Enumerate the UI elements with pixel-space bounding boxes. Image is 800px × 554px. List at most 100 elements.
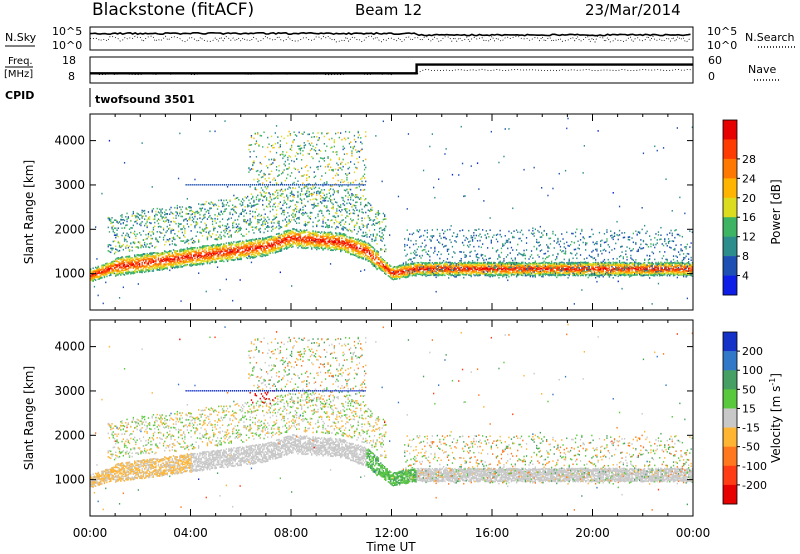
power-cell: [165, 241, 167, 243]
power-cell: [155, 210, 157, 213]
power-cell: [151, 257, 153, 260]
power-cell: [123, 259, 126, 261]
power-cell: [372, 235, 374, 237]
power-cell: [343, 248, 346, 250]
power-cell: [387, 270, 389, 272]
power-cell: [274, 197, 276, 199]
power-cell: [240, 243, 242, 246]
power-cell: [233, 252, 235, 254]
power-cell: [395, 273, 397, 275]
power-cell: [338, 238, 340, 241]
power-cell: [111, 272, 113, 274]
power-cell: [179, 260, 181, 262]
power-cell: [309, 232, 312, 234]
power-cell: [242, 210, 244, 213]
power-cell: [125, 224, 127, 227]
power-cell: [110, 264, 112, 267]
power-cell: [347, 215, 349, 218]
power-cell: [167, 239, 170, 241]
power-cell: [270, 243, 273, 245]
power-cell: [238, 247, 240, 249]
power-cell: [131, 260, 133, 262]
power-cell: [152, 264, 155, 266]
power-cell: [314, 205, 317, 207]
power-cell: [352, 204, 354, 206]
power-cell: [159, 236, 161, 238]
power-cell: [365, 247, 367, 250]
power-cell: [293, 241, 295, 244]
power-cell: [204, 246, 206, 249]
power-cell: [213, 256, 215, 258]
power-cell: [201, 260, 204, 262]
power-cell: [280, 250, 283, 252]
power-cell: [188, 225, 190, 228]
power-cell: [141, 221, 143, 223]
power-cell: [347, 251, 349, 253]
power-cell: [324, 222, 327, 224]
power-cell: [165, 263, 167, 266]
power-cell: [337, 248, 339, 251]
power-cell: [155, 237, 157, 239]
power-cell: [287, 198, 289, 200]
power-cell: [230, 236, 232, 238]
power-cell: [218, 225, 220, 227]
power-cell: [355, 243, 357, 245]
power-cell: [240, 247, 242, 249]
power-cell: [105, 270, 107, 272]
power-cell: [189, 216, 191, 219]
power-cell: [327, 247, 329, 250]
power-cell: [130, 265, 132, 268]
power-cell: [258, 242, 260, 244]
power-cell: [324, 241, 327, 244]
power-cell: [223, 205, 225, 207]
power-cell: [328, 244, 330, 247]
power-cell: [175, 244, 177, 246]
power-cell: [338, 232, 340, 234]
power-cell: [323, 235, 325, 238]
power-cell: [93, 275, 96, 277]
power-cell: [356, 243, 358, 246]
power-cell: [195, 264, 197, 266]
power-cell: [115, 273, 117, 275]
power-cell: [141, 255, 143, 258]
power-cell: [319, 198, 322, 200]
power-cell: [209, 258, 211, 261]
power-cell: [378, 265, 381, 268]
power-cell: [365, 259, 367, 261]
power-cell: [233, 221, 235, 224]
power-cell: [348, 240, 351, 242]
power-cell: [243, 243, 245, 246]
power-cell: [237, 241, 239, 243]
power-cell: [347, 198, 349, 201]
power-cell: [191, 216, 194, 219]
power-cell: [291, 233, 293, 235]
power-cell: [350, 229, 352, 232]
power-cell: [237, 256, 239, 258]
power-cell: [260, 249, 263, 252]
power-cell: [101, 277, 103, 279]
power-cell: [193, 259, 195, 261]
power-cell: [292, 199, 294, 202]
power-cell: [262, 242, 264, 245]
power-cell: [121, 216, 123, 218]
power-cell: [154, 252, 156, 254]
power-cell: [392, 275, 395, 277]
power-cell: [381, 266, 383, 269]
power-cell: [387, 266, 389, 269]
power-cell: [176, 235, 178, 237]
power-cell: [130, 259, 132, 262]
power-cell: [147, 216, 150, 219]
power-cell: [126, 268, 128, 271]
power-cell: [179, 223, 181, 225]
power-cell: [234, 219, 236, 221]
power-cell: [253, 249, 255, 251]
power-cell: [368, 210, 371, 212]
power-cell: [303, 247, 305, 249]
power-cell: [214, 260, 216, 262]
power-cell: [127, 260, 129, 263]
power-cell: [118, 264, 121, 267]
power-cell: [303, 241, 305, 243]
power-cell: [250, 256, 253, 258]
nave-tick-top: 60: [708, 54, 722, 67]
power-cell: [203, 229, 205, 231]
